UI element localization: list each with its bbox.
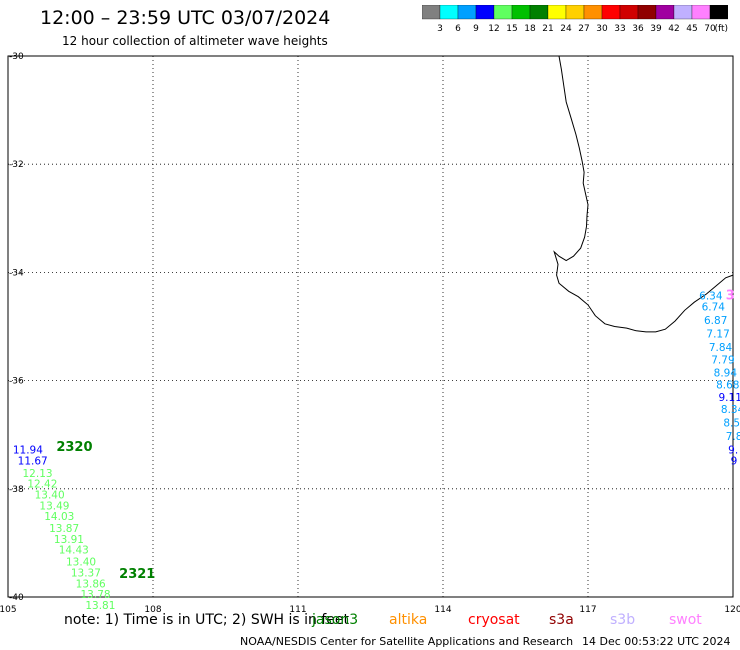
legend-swatch: [691, 5, 711, 20]
legend-tick-label: 27: [578, 24, 589, 34]
lat-tick-label: -38: [9, 485, 24, 495]
legend-swatch: [547, 5, 567, 20]
wave-height-value: 9.11: [719, 392, 740, 404]
footer-note: note: 1) Time is in UTC; 2) SWH is in fe…: [64, 612, 350, 628]
lat-tick-label: -36: [9, 377, 24, 387]
legend-swatch: [493, 5, 513, 20]
wave-height-value: 11.94: [13, 445, 43, 457]
wave-height-value: 8.34: [721, 404, 740, 416]
pass-time-label: 2320: [56, 440, 92, 455]
wave-height-value: 13.91: [54, 534, 84, 546]
legend-swatch: [475, 5, 495, 20]
legend-tick-label: 30: [596, 24, 608, 34]
legend-tick-label: 36: [632, 24, 644, 34]
page-subtitle: 12 hour collection of altimeter wave hei…: [62, 34, 328, 48]
lon-tick-label: 111: [289, 605, 306, 615]
wave-height-value: 7.17: [706, 328, 729, 340]
legend-tick-label: 39: [650, 24, 662, 34]
satellite-s3b: s3b: [610, 612, 636, 628]
wave-height-value: 6.74: [702, 301, 726, 313]
legend-swatch: [565, 5, 585, 20]
map-frame: [7, 55, 734, 598]
wave-height-value: 13.40: [35, 490, 65, 502]
legend-swatch: [619, 5, 639, 20]
wave-height-value: 11.67: [18, 455, 48, 467]
wave-height-value: 8.94: [714, 367, 738, 379]
lon-tick-label: 114: [434, 605, 451, 615]
lat-tick-label: -32: [9, 160, 24, 170]
wave-height-value: 14.03: [44, 511, 74, 523]
legend-swatch: [511, 5, 531, 20]
lat-tick-label: -34: [9, 268, 24, 278]
lon-tick-label: 108: [144, 605, 161, 615]
satellite-cryosat: cryosat: [468, 612, 520, 628]
legend-tick-label: 6: [455, 24, 461, 34]
legend-tick-label: 18: [524, 24, 536, 34]
wave-height-value: 9.: [728, 445, 738, 457]
lat-tick-label: -40: [9, 593, 24, 603]
pass-time-label: 2321: [119, 567, 155, 582]
wave-height-value: 8.5: [723, 418, 740, 430]
lon-tick-label: 105: [0, 605, 17, 615]
legend-tick-label: 21: [542, 24, 553, 34]
wave-height-value: 9: [731, 455, 738, 467]
legend-swatch: [422, 5, 441, 20]
satellite-s3a: s3a: [549, 612, 574, 628]
legend-swatch: [529, 5, 549, 20]
lon-tick-label: 120: [724, 605, 740, 615]
legend-tick-label: 15: [506, 24, 517, 34]
wave-height-value: 6.87: [704, 315, 727, 327]
coastline: [553, 55, 734, 333]
legend-tick-label: 3: [437, 24, 443, 34]
legend-tick-label: 24: [560, 24, 572, 34]
legend-tick-label: 33: [614, 24, 625, 34]
legend-tick-label: 42: [668, 24, 679, 34]
legend-unit: (ft): [714, 24, 728, 34]
wave-height-value: 13.49: [39, 500, 69, 512]
page-title: 12:00 – 23:59 UTC 03/07/2024: [40, 7, 331, 29]
wave-height-value: 13.87: [49, 523, 79, 535]
legend-tick-label: 45: [686, 24, 697, 34]
satellite-swot: swot: [669, 612, 702, 628]
credit-text: NOAA/NESDIS Center for Satellite Applica…: [240, 635, 574, 648]
wave-height-value: 13.37: [71, 567, 101, 579]
legend-swatch: [655, 5, 675, 20]
legend-swatch: [583, 5, 603, 20]
wave-height-value: 12.42: [27, 479, 57, 491]
generation-timestamp: 14 Dec 00:53:22 UTC 2024: [582, 635, 731, 648]
satellite-altika: altika: [389, 612, 428, 628]
lon-tick-label: 117: [579, 605, 596, 615]
legend-tick-label: 12: [488, 24, 499, 34]
legend-swatch: [709, 5, 728, 20]
legend-swatch: [601, 5, 621, 20]
satellite-jason3: jason3: [312, 612, 359, 628]
wave-height-value: 13.86: [76, 578, 106, 590]
pass-time-label: 3: [726, 288, 735, 303]
legend-swatch: [457, 5, 477, 20]
wave-height-value: 13.78: [81, 589, 111, 601]
wave-height-value: 13.81: [85, 600, 115, 612]
legend-tick-label: 70: [704, 24, 716, 34]
wave-height-value: 8.68: [716, 380, 739, 392]
wave-height-value: 7.8: [726, 431, 740, 443]
color-legend: 3 6 9 12 15 18 21 24 27 30 33 36 39 42 45 70(ft): [422, 5, 728, 34]
wave-height-value: 7.79: [711, 354, 734, 366]
wave-height-value: 6.34: [699, 290, 723, 302]
lat-tick-label: -30: [9, 52, 24, 62]
wave-height-value: 13.40: [66, 557, 96, 569]
legend-tick-label: 9: [473, 24, 479, 34]
legend-swatch: [673, 5, 693, 20]
wave-height-value: 7.84: [709, 342, 733, 354]
legend-swatch: [637, 5, 657, 20]
legend-swatch: [439, 5, 459, 20]
wave-height-value: 12.13: [23, 468, 53, 480]
wave-height-value: 14.43: [59, 545, 89, 557]
